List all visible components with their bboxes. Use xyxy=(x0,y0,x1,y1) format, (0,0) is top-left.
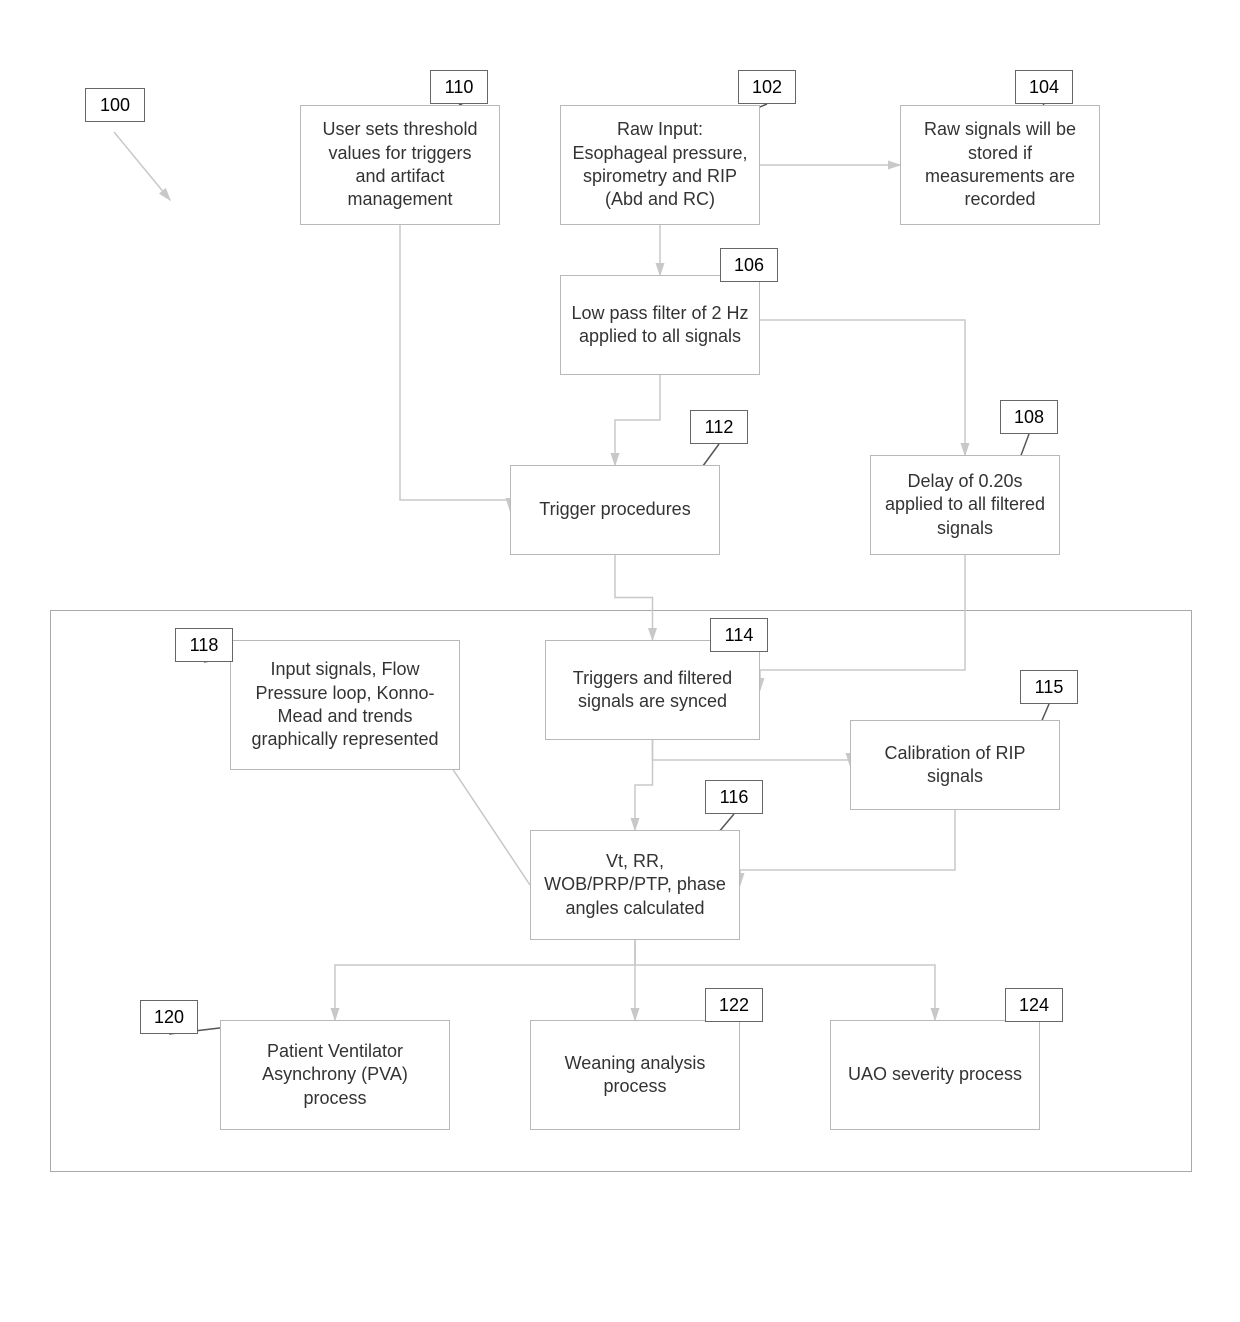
label-n118: 118 xyxy=(175,628,233,662)
node-n108: Delay of 0.20s applied to all filtered s… xyxy=(870,455,1060,555)
label-n108: 108 xyxy=(1000,400,1058,434)
label-n115: 115 xyxy=(1020,670,1078,704)
label-n114: 114 xyxy=(710,618,768,652)
label-n120: 120 xyxy=(140,1000,198,1034)
label-n106: 106 xyxy=(720,248,778,282)
node-n115: Calibration of RIP signals xyxy=(850,720,1060,810)
label-n124: 124 xyxy=(1005,988,1063,1022)
node-n102: Raw Input: Esophageal pressure, spiromet… xyxy=(560,105,760,225)
flowchart-canvas: User sets threshold values for triggers … xyxy=(0,0,1240,1322)
label-n116: 116 xyxy=(705,780,763,814)
node-n110: User sets threshold values for triggers … xyxy=(300,105,500,225)
label-n104: 104 xyxy=(1015,70,1073,104)
node-n118: Input signals, Flow Pressure loop, Konno… xyxy=(230,640,460,770)
node-n114: Triggers and filtered signals are synced xyxy=(545,640,760,740)
label-n122: 122 xyxy=(705,988,763,1022)
label-n112: 112 xyxy=(690,410,748,444)
node-n104: Raw signals will be stored if measuremen… xyxy=(900,105,1100,225)
label-n102: 102 xyxy=(738,70,796,104)
node-n124: UAO severity process xyxy=(830,1020,1040,1130)
node-n106: Low pass filter of 2 Hz applied to all s… xyxy=(560,275,760,375)
node-n120: Patient Ventilator Asynchrony (PVA) proc… xyxy=(220,1020,450,1130)
label-diagram: 100 xyxy=(85,88,145,122)
node-n122: Weaning analysis process xyxy=(530,1020,740,1130)
label-n110: 110 xyxy=(430,70,488,104)
node-n112: Trigger procedures xyxy=(510,465,720,555)
node-n116: Vt, RR, WOB/PRP/PTP, phase angles calcul… xyxy=(530,830,740,940)
